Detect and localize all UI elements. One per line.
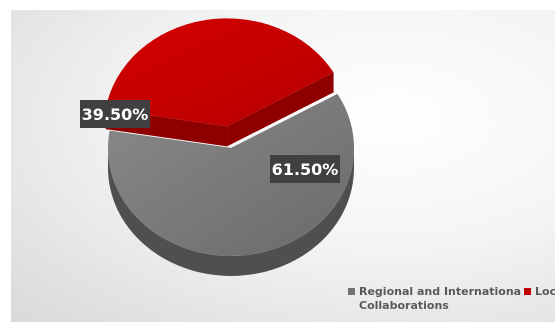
slice-side-wall <box>227 72 334 147</box>
chart-area: 61.50% 39.50% Regional and Internationa Co… <box>11 10 555 322</box>
pie-slice-regional-international <box>108 94 355 276</box>
legend-label: Local <box>535 285 555 298</box>
data-label-regional-international: 61.50% <box>270 155 340 183</box>
data-label-box <box>80 100 150 128</box>
data-label-text: 39.50% <box>82 105 149 124</box>
pie-chart: 61.50% 39.50% <box>80 18 355 276</box>
slice-top-face <box>108 94 355 257</box>
legend-entry-local: Local <box>524 285 555 299</box>
legend: Regional and Internationa Collaborations L… <box>348 285 555 325</box>
legend-swatch <box>348 288 355 295</box>
data-label-local: 39.50% <box>80 100 150 128</box>
slice-outer-wall <box>108 148 354 276</box>
data-label-box <box>270 155 340 183</box>
data-label-text: 61.50% <box>272 160 339 179</box>
legend-swatch <box>524 288 531 295</box>
legend-label: Regional and Internationa Collaborations <box>359 285 522 312</box>
slice-top-face <box>105 18 334 127</box>
legend-entry-regional-international: Regional and Internationa Collaborations <box>348 285 521 313</box>
